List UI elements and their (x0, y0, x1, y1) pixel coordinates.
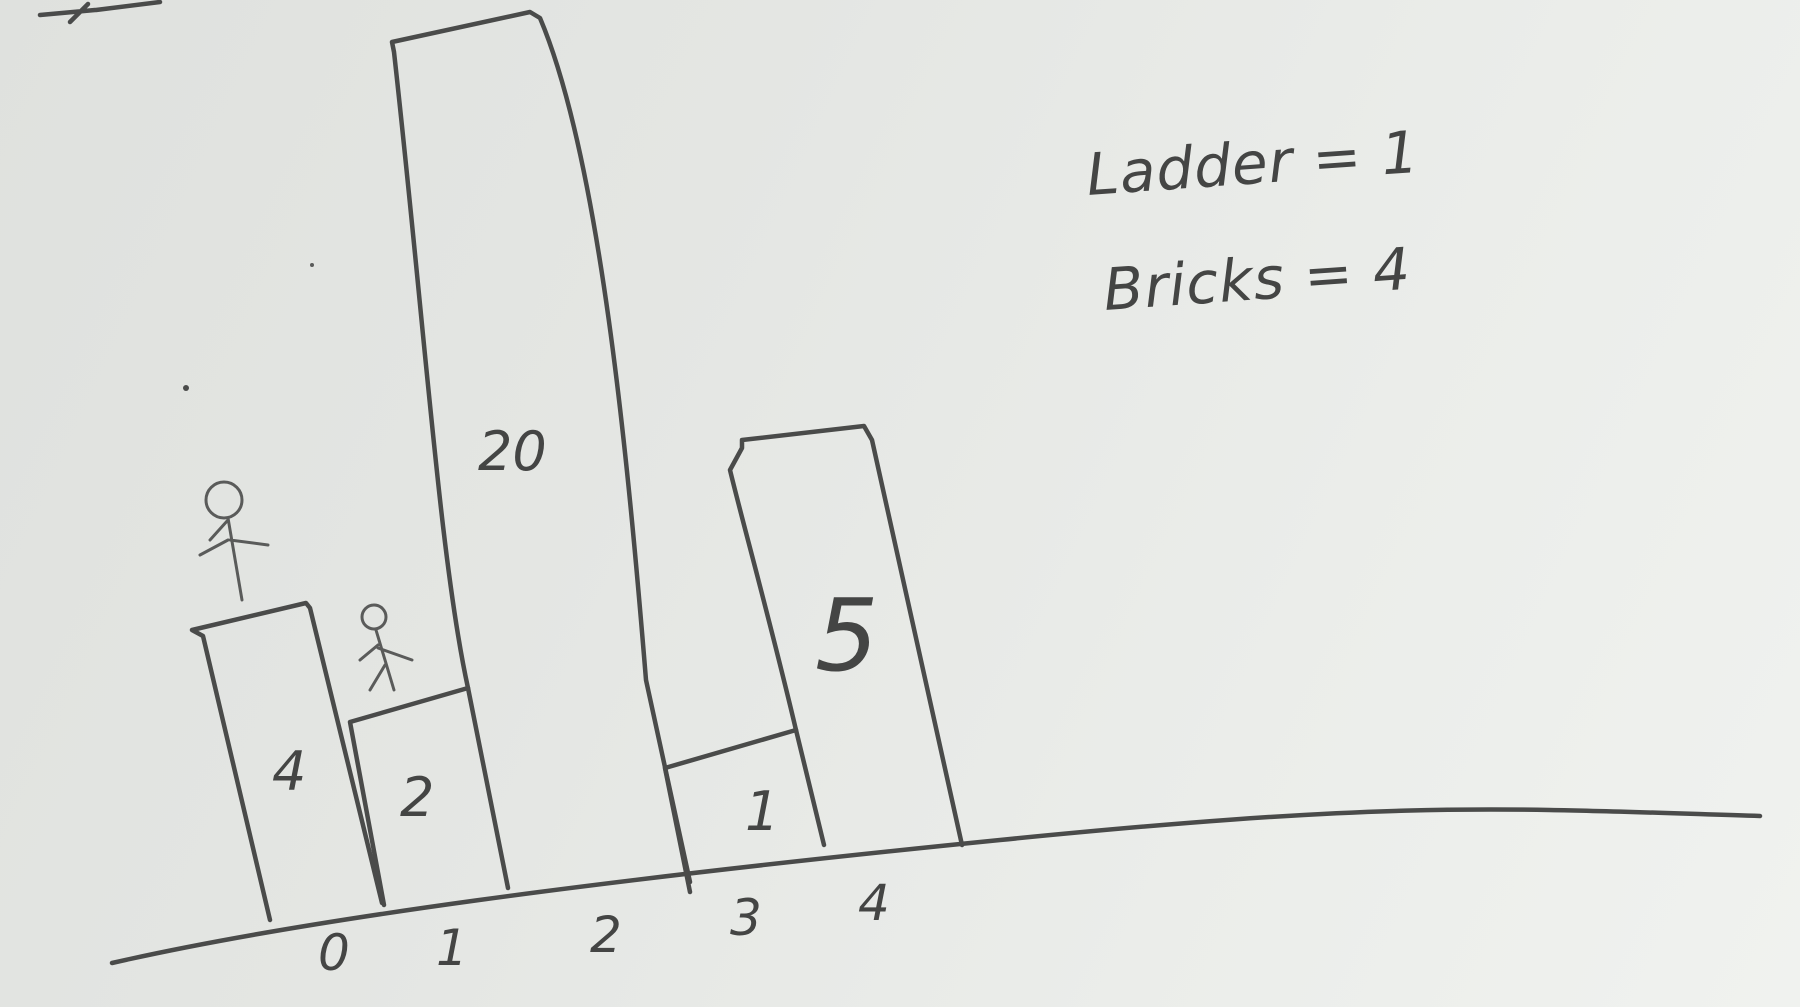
stick-figure-large-body (198, 516, 270, 602)
index-label-0: 0 (318, 924, 350, 982)
building-1: 2 (347, 685, 511, 908)
stick-figure-small-body (358, 628, 414, 692)
legend-bricks: Bricks = 4 (1101, 235, 1413, 324)
stick-figure-large (198, 480, 270, 602)
marker-dot (183, 385, 189, 391)
legend-ladder: Ladder = 1 (1084, 118, 1421, 209)
building-3: 1 (662, 727, 827, 895)
index-label-3: 3 (730, 889, 762, 947)
building-2-height-label: 20 (478, 420, 547, 483)
ground-line (109, 807, 1763, 966)
index-label-4: 4 (858, 874, 890, 932)
legend: Ladder = 1 Bricks = 4 (1084, 118, 1421, 324)
marker-dot-2 (310, 263, 314, 267)
building-2-outline (389, 9, 693, 885)
building-0-outline (189, 600, 385, 923)
building-4: 5 (727, 423, 965, 848)
index-label-1: 1 (436, 919, 468, 977)
building-4-height-label: 5 (815, 577, 879, 694)
building-0-height-label: 4 (272, 740, 306, 803)
building-0: 4 (189, 600, 385, 923)
stick-figure-large-head (204, 480, 244, 520)
stick-figure-small (358, 603, 414, 692)
stick-figure-small-head (360, 603, 388, 631)
building-4-outline (727, 423, 965, 848)
building-2: 20 (389, 9, 693, 885)
index-label-2: 2 (590, 906, 622, 964)
building-1-height-label: 2 (400, 766, 434, 829)
building-3-height-label: 1 (745, 780, 779, 843)
top-left-scribble (37, 0, 163, 25)
